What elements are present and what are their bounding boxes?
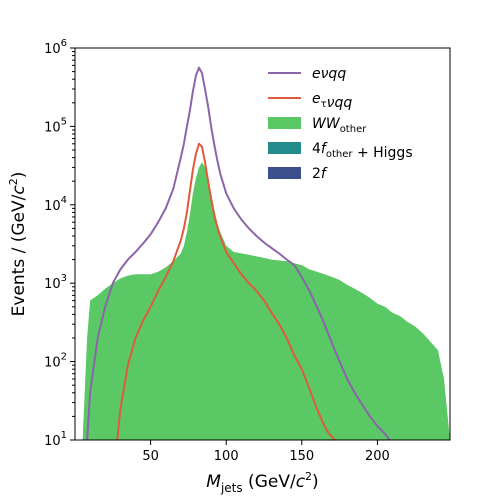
y-tick-label: 102 (44, 352, 67, 371)
x-tick-label: 200 (365, 449, 390, 464)
x-axis-label: Mjets (GeV/c2) (206, 470, 318, 495)
y-tick-label: 105 (44, 116, 67, 135)
legend-swatch (268, 117, 301, 129)
line-series-4 (86, 66, 391, 441)
line-series (86, 66, 391, 441)
filled-areas (82, 162, 450, 440)
legend-label: eτνqq (312, 91, 352, 111)
legend-label: eνqq (312, 66, 346, 82)
x-tick-label: 50 (142, 449, 159, 464)
y-tick-label: 104 (44, 195, 67, 214)
y-tick-label: 106 (44, 38, 67, 57)
y-axis-ticks: 101 102 103 104 105 106 (44, 38, 75, 449)
legend-label: WWother (312, 116, 367, 135)
line-series-3 (116, 142, 336, 441)
legend-label: 2f (312, 166, 328, 182)
legend-swatch (268, 167, 301, 179)
y-axis-label: Events / (GeV/c2) (7, 172, 29, 317)
x-tick-label: 150 (289, 449, 314, 464)
y-tick-label: 101 (44, 430, 67, 449)
legend-label: 4fother + Higgs (312, 141, 413, 161)
plot-frame (74, 47, 451, 441)
area-series-2 (82, 162, 450, 440)
legend-swatch (268, 142, 301, 154)
x-tick-label: 100 (214, 449, 239, 464)
y-tick-label: 103 (44, 273, 67, 292)
x-axis-ticks: 50 100 150 200 (142, 440, 390, 464)
legend: eνqq eτνqq WWother 4fother + Higgs 2f (268, 66, 413, 182)
